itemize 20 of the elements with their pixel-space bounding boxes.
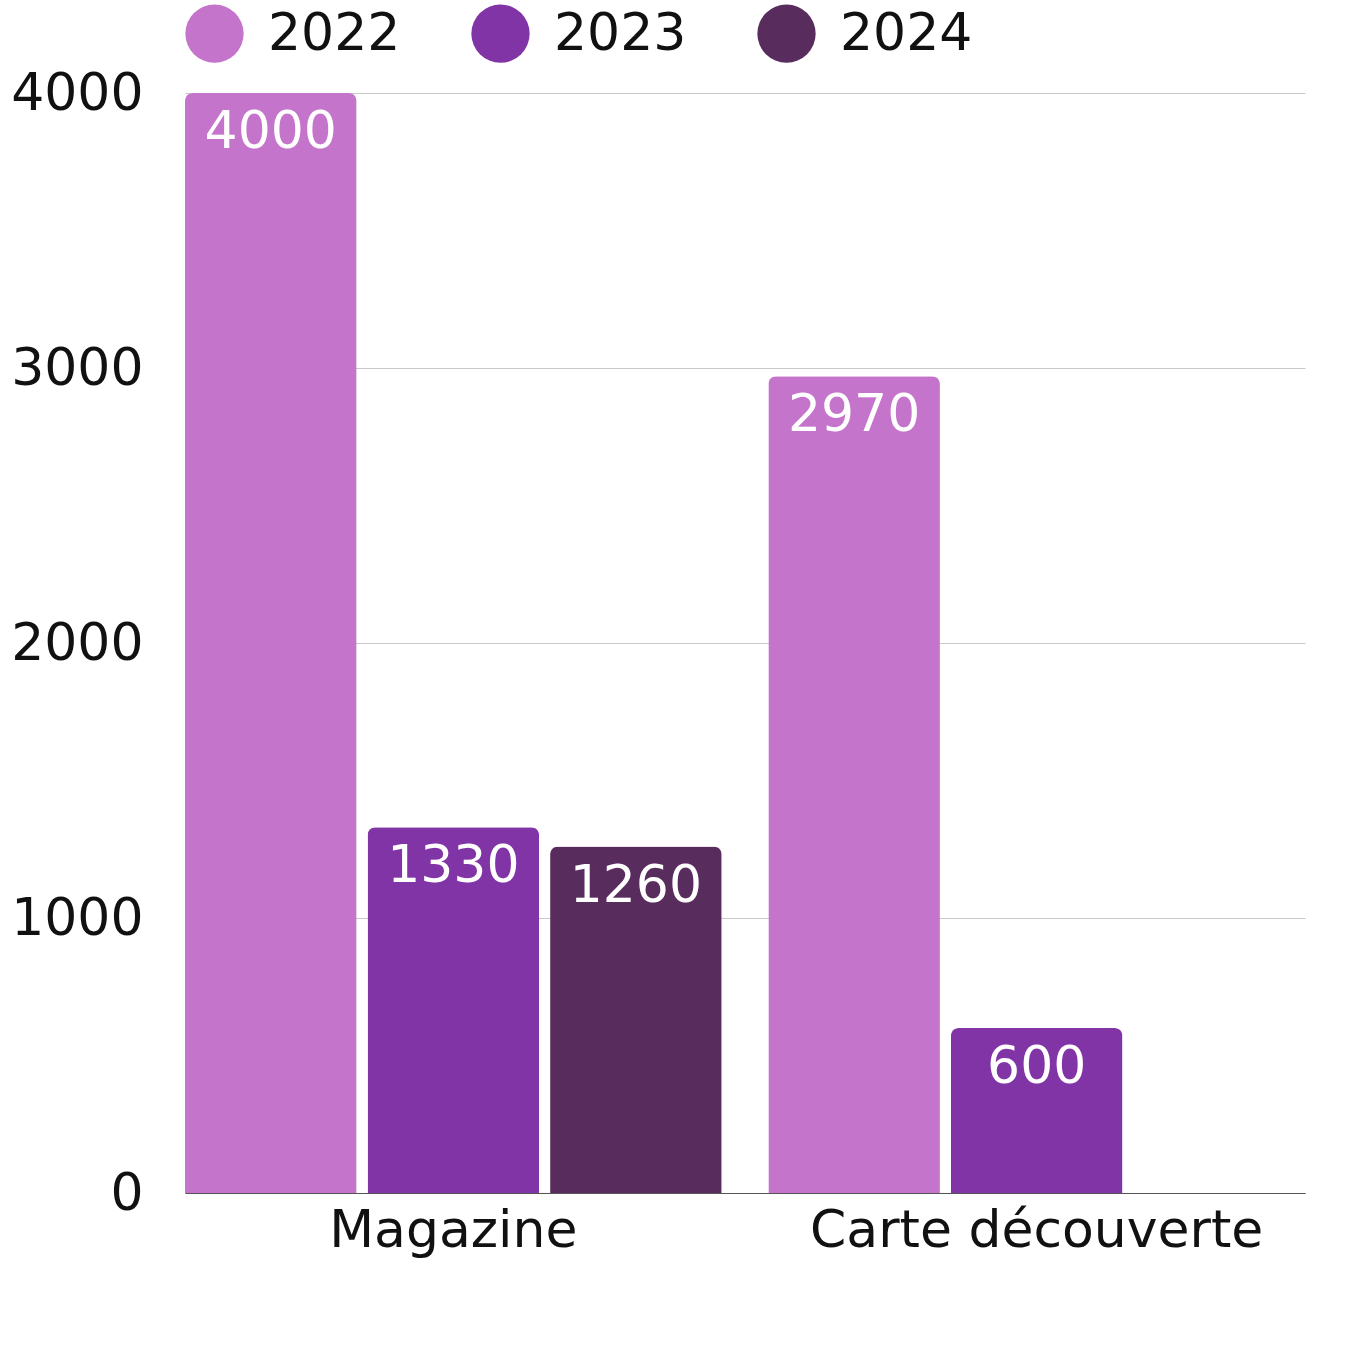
y-tick-label: 4000 [11, 61, 144, 122]
legend-label: 2022 [268, 1, 401, 62]
data-label: 1330 [387, 834, 520, 895]
bar [185, 93, 357, 1193]
y-tick-label: 0 [110, 1161, 144, 1222]
y-tick-label: 3000 [11, 336, 144, 397]
legend-label: 2024 [840, 1, 973, 62]
bar [768, 376, 940, 1193]
y-tick-label: 2000 [11, 611, 144, 672]
y-tick-label: 1000 [11, 886, 144, 947]
legend-label: 2023 [554, 1, 687, 62]
data-label: 2970 [787, 383, 921, 444]
bar [550, 846, 722, 1193]
data-label: 4000 [204, 100, 337, 160]
bar [950, 1028, 1123, 1193]
data-label: 600 [987, 1035, 1087, 1095]
x-tick-label: Magazine [329, 1198, 578, 1259]
data-label: 1260 [569, 853, 703, 914]
bar [367, 827, 540, 1193]
x-tick-label: Carte découverte [809, 1198, 1264, 1259]
